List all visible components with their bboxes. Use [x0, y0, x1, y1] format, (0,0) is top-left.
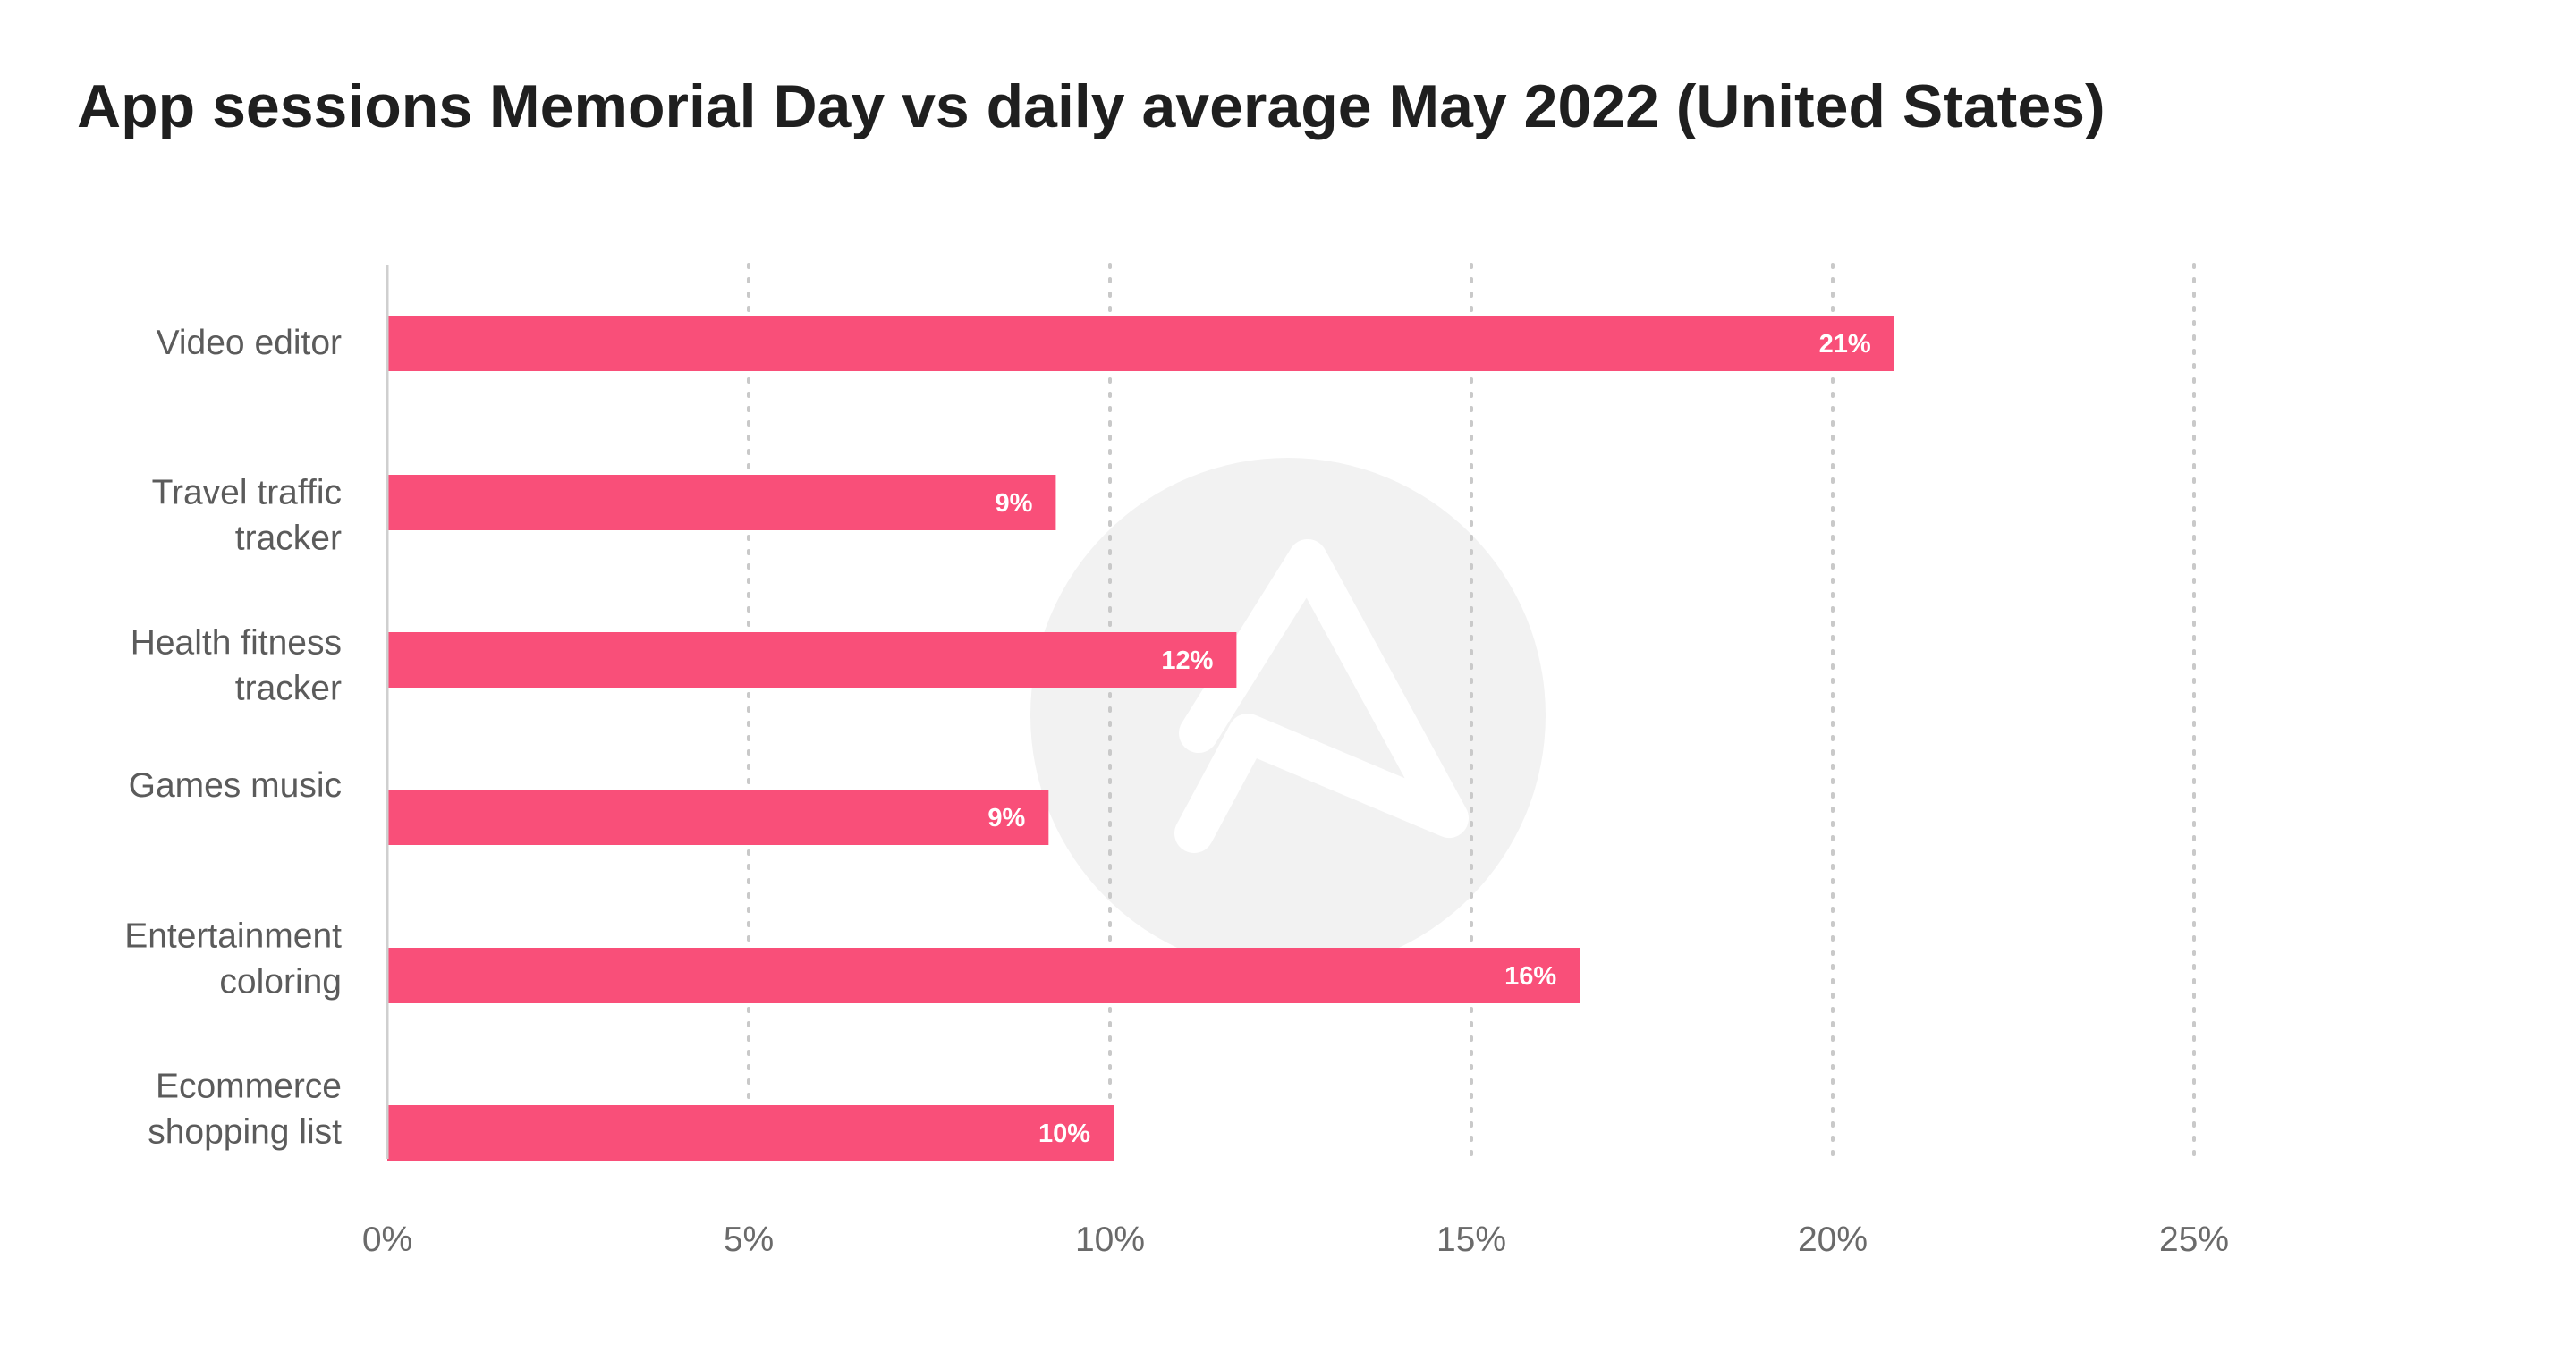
bar-2 [387, 632, 1237, 688]
watermark-circle [1030, 458, 1546, 973]
category-label-1-0: Travel traffic [152, 474, 342, 512]
bar-5 [387, 1105, 1114, 1161]
data-label-4: 16% [1504, 962, 1556, 991]
data-label-5: 10% [1038, 1120, 1090, 1148]
x-tick-label-5: 25% [2159, 1221, 2229, 1259]
category-label-4-0: Entertainment [124, 917, 342, 956]
x-tick-label-4: 20% [1798, 1221, 1868, 1259]
category-label-2-0: Health fitness [131, 624, 342, 663]
x-tick-label-2: 10% [1075, 1221, 1145, 1259]
bar-4 [387, 948, 1580, 1003]
x-tick-label-1: 5% [724, 1221, 774, 1259]
bar-3 [387, 790, 1049, 845]
bar-0 [387, 316, 1894, 371]
data-label-3: 9% [987, 804, 1025, 832]
x-tick-label-0: 0% [362, 1221, 412, 1259]
x-tick-label-3: 15% [1436, 1221, 1506, 1259]
watermark-logo [1030, 458, 1546, 973]
category-label-1-1: tracker [235, 520, 342, 558]
bar-1 [387, 475, 1056, 530]
bars: 21% 9% 12% 9% 16% 10% [387, 316, 1894, 1161]
category-label-0-0: Video editor [157, 324, 342, 362]
adjust-logo-icon [1174, 539, 1469, 853]
category-label-4-1: coloring [219, 963, 342, 1001]
x-tick-labels: 0% 5% 10% 15% 20% 25% [362, 1221, 2229, 1259]
chart-title: App sessions Memorial Day vs daily avera… [77, 72, 2106, 140]
data-label-2: 12% [1161, 646, 1213, 675]
category-label-5-0: Ecommerce [156, 1068, 342, 1106]
category-labels: Video editor Travel traffic tracker Health … [124, 324, 342, 1152]
gridlines [747, 263, 2196, 1161]
data-label-0: 21% [1819, 330, 1871, 359]
category-label-2-1: tracker [235, 670, 342, 708]
category-label-5-1: shopping list [148, 1113, 342, 1152]
category-label-3-0: Games music [129, 766, 342, 805]
data-label-1: 9% [995, 489, 1032, 518]
